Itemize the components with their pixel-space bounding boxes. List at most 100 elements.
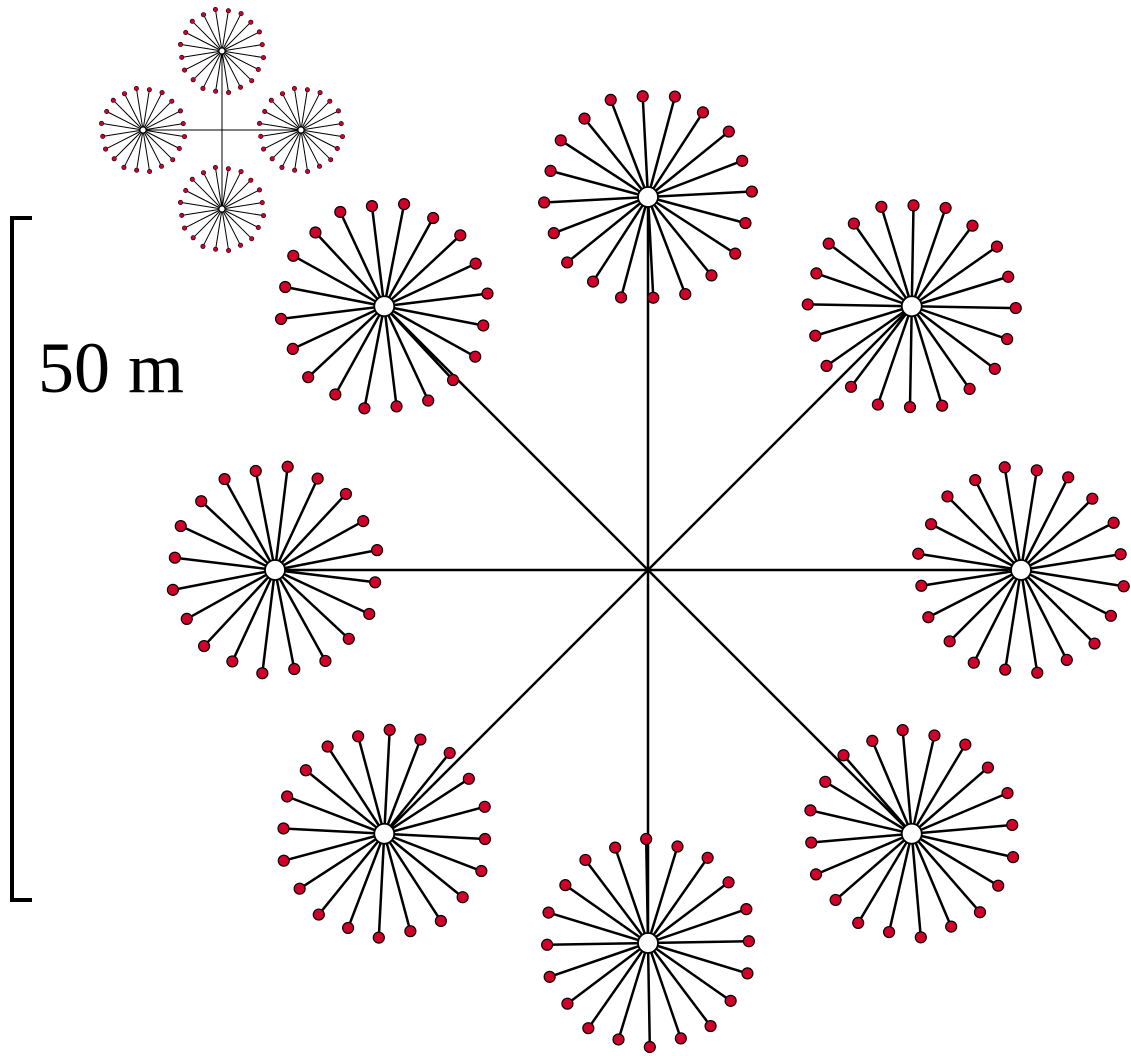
spoke (911, 304, 1016, 310)
spoke (910, 224, 974, 308)
spoke (911, 791, 1008, 835)
spoke (221, 171, 242, 210)
spoke (814, 305, 913, 337)
spoke (825, 305, 913, 367)
sensor-dot (189, 18, 195, 24)
sensor-dot (922, 611, 935, 624)
sensor-dot (969, 474, 982, 487)
spoke (383, 833, 412, 932)
spoke (850, 305, 913, 388)
spoke (842, 754, 913, 835)
hub (637, 186, 659, 208)
sensor-dot (578, 112, 591, 125)
sensor-dot (852, 916, 865, 929)
spoke (646, 111, 704, 198)
sensor-dot (959, 738, 972, 751)
spoke (298, 832, 385, 890)
spoke (180, 524, 276, 572)
hub (900, 295, 923, 318)
spoke (647, 159, 743, 199)
spoke (910, 743, 967, 835)
spoke (221, 208, 241, 246)
spoke (123, 129, 144, 168)
spoke (1020, 568, 1124, 588)
spoke (549, 941, 649, 979)
spoke (383, 306, 398, 407)
sensor-dot (559, 879, 572, 892)
sensor-dot (268, 97, 274, 103)
spoke (221, 44, 263, 52)
sensor-dot (256, 667, 269, 680)
sensor-dot (335, 108, 341, 114)
spoke (824, 780, 913, 835)
sensor-dot (383, 723, 396, 736)
sensor-dot (134, 167, 140, 173)
sensor-dot (640, 832, 653, 846)
spoke (284, 285, 385, 308)
spoke (544, 195, 649, 204)
spoke (887, 833, 913, 933)
spoke (192, 50, 223, 81)
spoke (566, 942, 649, 1005)
spoke (646, 196, 687, 295)
spoke (383, 805, 486, 835)
sensor-dot (279, 280, 292, 294)
sensor-dot (679, 287, 692, 301)
hub (1010, 559, 1032, 581)
spoke (223, 478, 277, 571)
sensor-dot (981, 761, 994, 774)
spoke (214, 167, 223, 210)
spoke (646, 846, 679, 944)
spoke (191, 20, 223, 52)
spoke (811, 832, 912, 844)
sensor-dot (704, 1019, 717, 1033)
spoke (172, 568, 276, 592)
spoke (317, 832, 386, 916)
spoke (911, 305, 1008, 341)
spoke (221, 208, 253, 240)
sensor-dot (146, 87, 152, 93)
sensor-dot (801, 298, 814, 311)
spoke (300, 129, 309, 172)
sensor-dot (427, 211, 440, 225)
spoke (174, 556, 276, 572)
sensor-dot (992, 879, 1005, 892)
sensor-dot (369, 576, 382, 589)
sensor-dot (647, 291, 660, 304)
spoke (911, 832, 999, 887)
spoke (646, 942, 683, 1039)
spoke (300, 129, 320, 167)
sensor-dot (183, 188, 189, 194)
spoke (918, 552, 1022, 572)
spoke (214, 9, 223, 52)
spoke (592, 196, 650, 283)
spoke (384, 305, 484, 327)
sensor-dot (612, 1033, 625, 1046)
spoke (260, 129, 302, 137)
spoke (972, 569, 1023, 664)
sensor-dot (456, 891, 469, 904)
spoke (221, 50, 241, 88)
sensor-dot (365, 200, 379, 213)
spoke (254, 470, 277, 571)
trunk-line (647, 305, 913, 571)
spoke (553, 195, 649, 235)
spoke (876, 305, 913, 405)
spoke (326, 745, 386, 835)
spoke (300, 89, 308, 131)
sensor-dot (357, 514, 370, 528)
spoke (203, 569, 276, 647)
spoke (293, 88, 302, 131)
spoke (910, 305, 944, 407)
spoke (273, 569, 296, 670)
spoke (583, 117, 649, 198)
sensor-dot (190, 77, 196, 83)
sensor-dot (943, 635, 956, 648)
sensor-dot (317, 90, 323, 96)
spoke (1019, 470, 1039, 571)
sensor-dot (328, 157, 334, 163)
sensor-dot (722, 125, 735, 138)
spoke (339, 211, 386, 307)
sensor-dot (122, 91, 128, 97)
